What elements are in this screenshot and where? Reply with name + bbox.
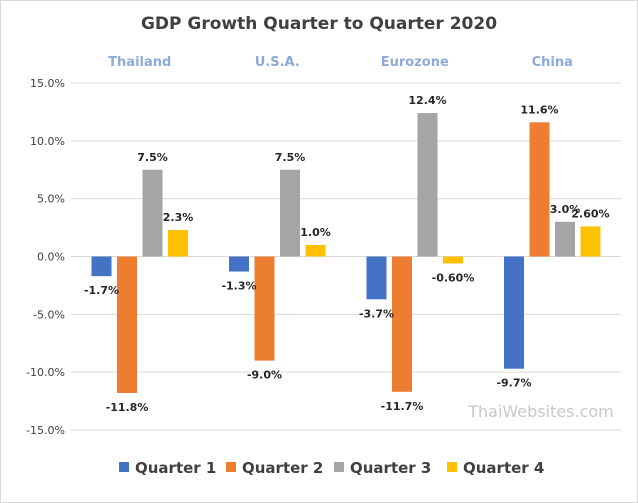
watermark: ThaiWebsites.com — [467, 402, 614, 421]
bar-thailand-q2 — [117, 256, 137, 393]
bar-china-q1 — [504, 256, 524, 369]
data-label: -3.7% — [359, 307, 394, 320]
y-tick-label: 0.0% — [37, 251, 65, 264]
data-label: 7.5% — [137, 151, 168, 164]
y-tick-label: 10.0% — [30, 135, 65, 148]
legend-label-q4: Quarter 4 — [463, 459, 544, 477]
data-labels: -1.7% -11.8% 7.5% 2.3% -1.3% -9.0% 7.5% 1.0% -3.… — [84, 94, 610, 414]
bar-thailand-q1 — [91, 256, 112, 277]
bar-usa-q2 — [254, 256, 275, 361]
data-label: 12.4% — [408, 94, 446, 107]
region-labels: Thailand U.S.A. Eurozone China — [108, 55, 573, 70]
region-label-thailand: Thailand — [108, 55, 171, 70]
bar-eurozone-q1 — [366, 256, 387, 300]
region-label-eurozone: Eurozone — [381, 55, 449, 70]
legend-swatch-q1 — [119, 462, 129, 472]
bar-eurozone-q3 — [417, 113, 438, 257]
bar-eurozone-q2 — [392, 256, 412, 392]
data-label: -1.3% — [221, 280, 256, 293]
bar-china-q3 — [555, 221, 575, 257]
bar-thailand-q3 — [142, 169, 163, 257]
bar-usa-q1 — [229, 256, 249, 272]
region-label-usa: U.S.A. — [255, 55, 300, 70]
data-label: -0.60% — [432, 271, 475, 284]
legend-swatch-q2 — [226, 462, 236, 472]
data-label: 2.60% — [571, 207, 609, 220]
legend-label-q2: Quarter 2 — [242, 459, 323, 477]
y-tick-label: -10.0% — [26, 366, 65, 379]
y-tick-label: -5.0% — [33, 308, 65, 321]
bar-china-q4 — [580, 226, 601, 257]
y-tick-label: -15.0% — [26, 424, 65, 437]
bar-china-q2 — [529, 122, 550, 257]
gridlines — [71, 82, 621, 431]
data-label: -9.0% — [247, 369, 282, 382]
bars — [91, 113, 601, 393]
legend: Quarter 1 Quarter 2 Quarter 3 Quarter 4 — [119, 459, 544, 477]
data-label: 2.3% — [163, 211, 194, 224]
y-axis: 15.0% 10.0% 5.0% 0.0% -5.0% -10.0% -15.0% — [26, 77, 65, 437]
data-label: -1.7% — [84, 284, 119, 297]
y-tick-label: 5.0% — [37, 193, 65, 206]
region-label-china: China — [532, 55, 573, 70]
chart-title: GDP Growth Quarter to Quarter 2020 — [141, 14, 497, 34]
data-label: -11.7% — [381, 400, 424, 413]
legend-label-q1: Quarter 1 — [135, 459, 216, 477]
data-label: 3.0% — [550, 203, 581, 216]
data-label: 11.6% — [520, 103, 558, 116]
bar-usa-q3 — [280, 169, 300, 257]
data-label: 7.5% — [275, 151, 306, 164]
data-label: -9.7% — [496, 377, 531, 390]
bar-thailand-q4 — [168, 229, 188, 257]
legend-label-q3: Quarter 3 — [350, 459, 431, 477]
legend-swatch-q4 — [447, 462, 457, 472]
y-tick-label: 15.0% — [30, 77, 65, 90]
data-label: -11.8% — [106, 401, 149, 414]
bar-usa-q4 — [305, 244, 326, 257]
data-label: 1.0% — [300, 226, 331, 239]
bar-eurozone-q4 — [443, 256, 463, 264]
legend-swatch-q3 — [334, 462, 344, 472]
